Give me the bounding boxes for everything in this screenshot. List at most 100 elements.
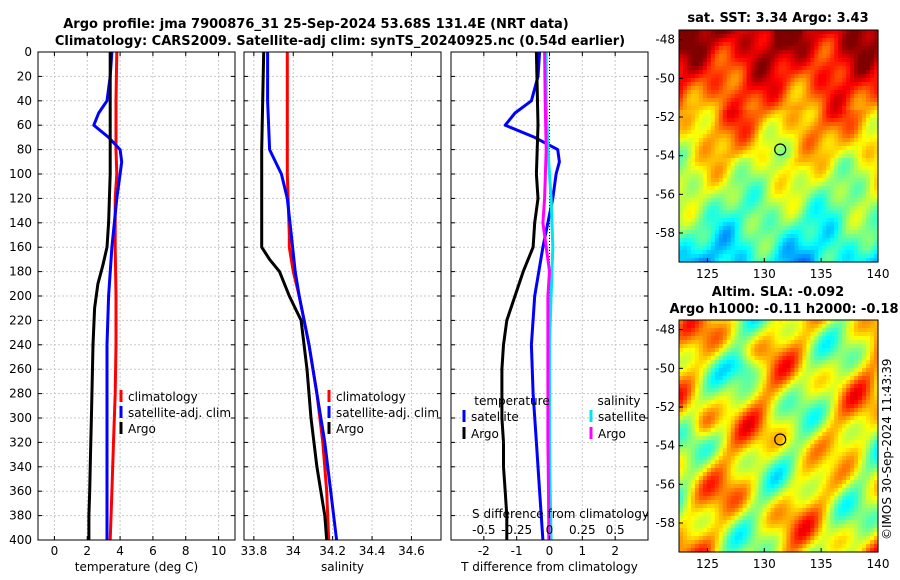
heatmap-cell xyxy=(874,344,879,349)
heatmap-cell xyxy=(870,420,875,425)
heatmap-cell xyxy=(858,352,863,357)
heatmap-cell xyxy=(778,320,784,325)
heatmap-cell xyxy=(794,126,799,131)
heatmap-cell xyxy=(758,340,764,345)
heatmap-cell xyxy=(842,46,847,51)
heatmap-cell xyxy=(846,226,851,231)
heatmap-cell xyxy=(770,198,776,203)
heatmap-cell xyxy=(718,388,724,393)
heatmap-cell xyxy=(679,230,684,235)
heatmap-cell xyxy=(834,226,839,231)
heatmap-cell xyxy=(782,154,788,159)
heatmap-cell xyxy=(718,74,724,79)
heatmap-cell xyxy=(834,254,839,259)
heatmap-cell xyxy=(822,376,827,381)
heatmap-cell xyxy=(742,58,748,63)
heatmap-cell xyxy=(826,134,831,139)
heatmap-cell xyxy=(710,428,716,433)
heatmap-cell xyxy=(710,46,716,51)
heatmap-cell xyxy=(682,202,688,207)
heatmap-cell xyxy=(694,250,700,255)
heatmap-cell xyxy=(702,58,708,63)
depth-tick-label: 340 xyxy=(9,460,32,474)
heatmap-cell xyxy=(862,246,867,251)
heatmap-cell xyxy=(802,364,807,369)
heatmap-cell xyxy=(770,384,776,389)
heatmap-cell xyxy=(798,82,803,87)
heatmap-cell xyxy=(714,356,720,361)
heatmap-cell xyxy=(846,206,851,211)
heatmap-cell xyxy=(746,194,752,199)
heatmap-cell xyxy=(826,348,831,353)
heatmap-cell xyxy=(774,222,780,227)
heatmap-cell xyxy=(710,332,716,337)
heatmap-cell xyxy=(866,432,871,437)
heatmap-cell xyxy=(858,448,863,453)
heatmap-cell xyxy=(702,54,708,59)
heatmap-cell xyxy=(846,74,851,79)
heatmap-cell xyxy=(806,146,811,151)
heatmap-cell xyxy=(834,74,839,79)
heatmap-cell xyxy=(722,198,728,203)
heatmap-cell xyxy=(686,420,692,425)
heatmap-cell xyxy=(718,242,724,247)
heatmap-cell xyxy=(762,130,768,135)
heatmap-cell xyxy=(742,372,748,377)
heatmap-cell xyxy=(866,222,871,227)
heatmap-cell xyxy=(682,218,688,223)
x-tick-label: 33.8 xyxy=(240,544,267,558)
heatmap-cell xyxy=(754,98,760,103)
heatmap-cell xyxy=(854,226,859,231)
heatmap-cell xyxy=(694,238,700,243)
heatmap-cell xyxy=(782,210,788,215)
heatmap-cell xyxy=(822,170,827,175)
heatmap-cell xyxy=(698,138,704,143)
heatmap-cell xyxy=(834,348,839,353)
heatmap-cell xyxy=(702,448,708,453)
heatmap-cell xyxy=(738,336,744,341)
heatmap-cell xyxy=(718,38,724,43)
heatmap-cell xyxy=(726,328,732,333)
heatmap-cell xyxy=(722,376,728,381)
heatmap-cell xyxy=(834,66,839,71)
heatmap-cell xyxy=(734,186,740,191)
heatmap-cell xyxy=(866,400,871,405)
imos-credit: ©IMOS 30-Sep-2024 11:43:39 xyxy=(880,358,894,540)
heatmap-cell xyxy=(778,74,784,79)
heatmap-cell xyxy=(790,424,796,429)
heatmap-cell xyxy=(762,62,768,67)
heatmap-cell xyxy=(822,360,827,365)
heatmap-cell xyxy=(822,448,827,453)
heatmap-cell xyxy=(810,54,815,59)
map-y-tick-label: -50 xyxy=(655,71,675,85)
heatmap-cell xyxy=(706,170,712,175)
heatmap-cell xyxy=(814,332,819,337)
heatmap-cell xyxy=(679,94,684,99)
heatmap-cell xyxy=(874,428,879,433)
heatmap-cell xyxy=(746,320,752,325)
heatmap-cell xyxy=(818,456,823,461)
heatmap-cell xyxy=(762,218,768,223)
heatmap-cell xyxy=(690,170,696,175)
heatmap-cell xyxy=(702,86,708,91)
heatmap-cell xyxy=(682,356,688,361)
heatmap-cell xyxy=(842,376,847,381)
heatmap-cell xyxy=(698,106,704,111)
heatmap-cell xyxy=(718,456,724,461)
heatmap-cell xyxy=(746,62,752,67)
heatmap-cell xyxy=(722,420,728,425)
heatmap-cell xyxy=(786,258,792,263)
heatmap-cell xyxy=(682,432,688,437)
heatmap-cell xyxy=(790,106,796,111)
heatmap-cell xyxy=(742,230,748,235)
heatmap-cell xyxy=(866,340,871,345)
heatmap-cell xyxy=(874,122,879,127)
heatmap-cell xyxy=(830,86,835,91)
heatmap-cell xyxy=(854,408,859,413)
heatmap-cell xyxy=(690,254,696,259)
heatmap-cell xyxy=(822,158,827,163)
heatmap-cell xyxy=(722,102,728,107)
heatmap-cell xyxy=(730,206,736,211)
heatmap-cell xyxy=(682,154,688,159)
heatmap-cell xyxy=(718,50,724,55)
